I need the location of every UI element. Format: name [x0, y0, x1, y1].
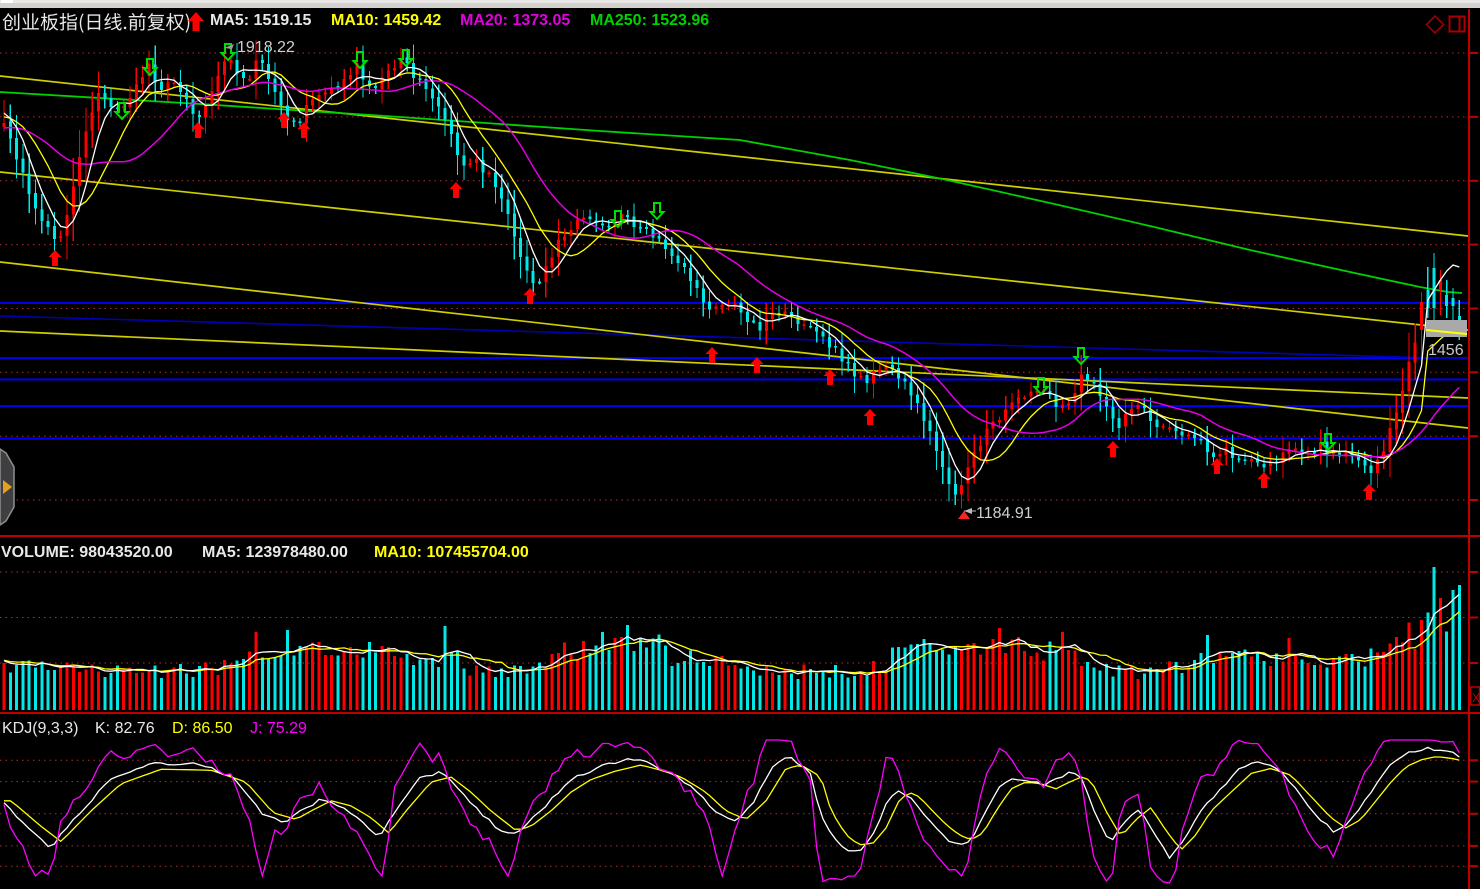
svg-text:1184.91: 1184.91 [976, 505, 1033, 522]
svg-text:MA20: 1373.05: MA20: 1373.05 [460, 12, 570, 29]
svg-text:MA5: 1519.15: MA5: 1519.15 [210, 12, 311, 29]
svg-text:J: 75.29: J: 75.29 [250, 720, 307, 737]
svg-text:MA10: 107455704.00: MA10: 107455704.00 [374, 544, 529, 561]
svg-text:MA250: 1523.96: MA250: 1523.96 [590, 12, 709, 29]
svg-text:X: X [1472, 691, 1480, 705]
svg-text:MA10: 1459.42: MA10: 1459.42 [331, 12, 441, 29]
svg-text:MA5: 123978480.00: MA5: 123978480.00 [202, 544, 348, 561]
svg-text:KDJ(9,3,3): KDJ(9,3,3) [2, 720, 78, 737]
svg-text:VOLUME: 98043520.00: VOLUME: 98043520.00 [1, 544, 173, 561]
svg-text:K: 82.76: K: 82.76 [95, 720, 155, 737]
svg-text:1456: 1456 [1428, 342, 1464, 359]
svg-text:1918.22: 1918.22 [237, 39, 295, 56]
svg-text:D: 86.50: D: 86.50 [172, 720, 233, 737]
